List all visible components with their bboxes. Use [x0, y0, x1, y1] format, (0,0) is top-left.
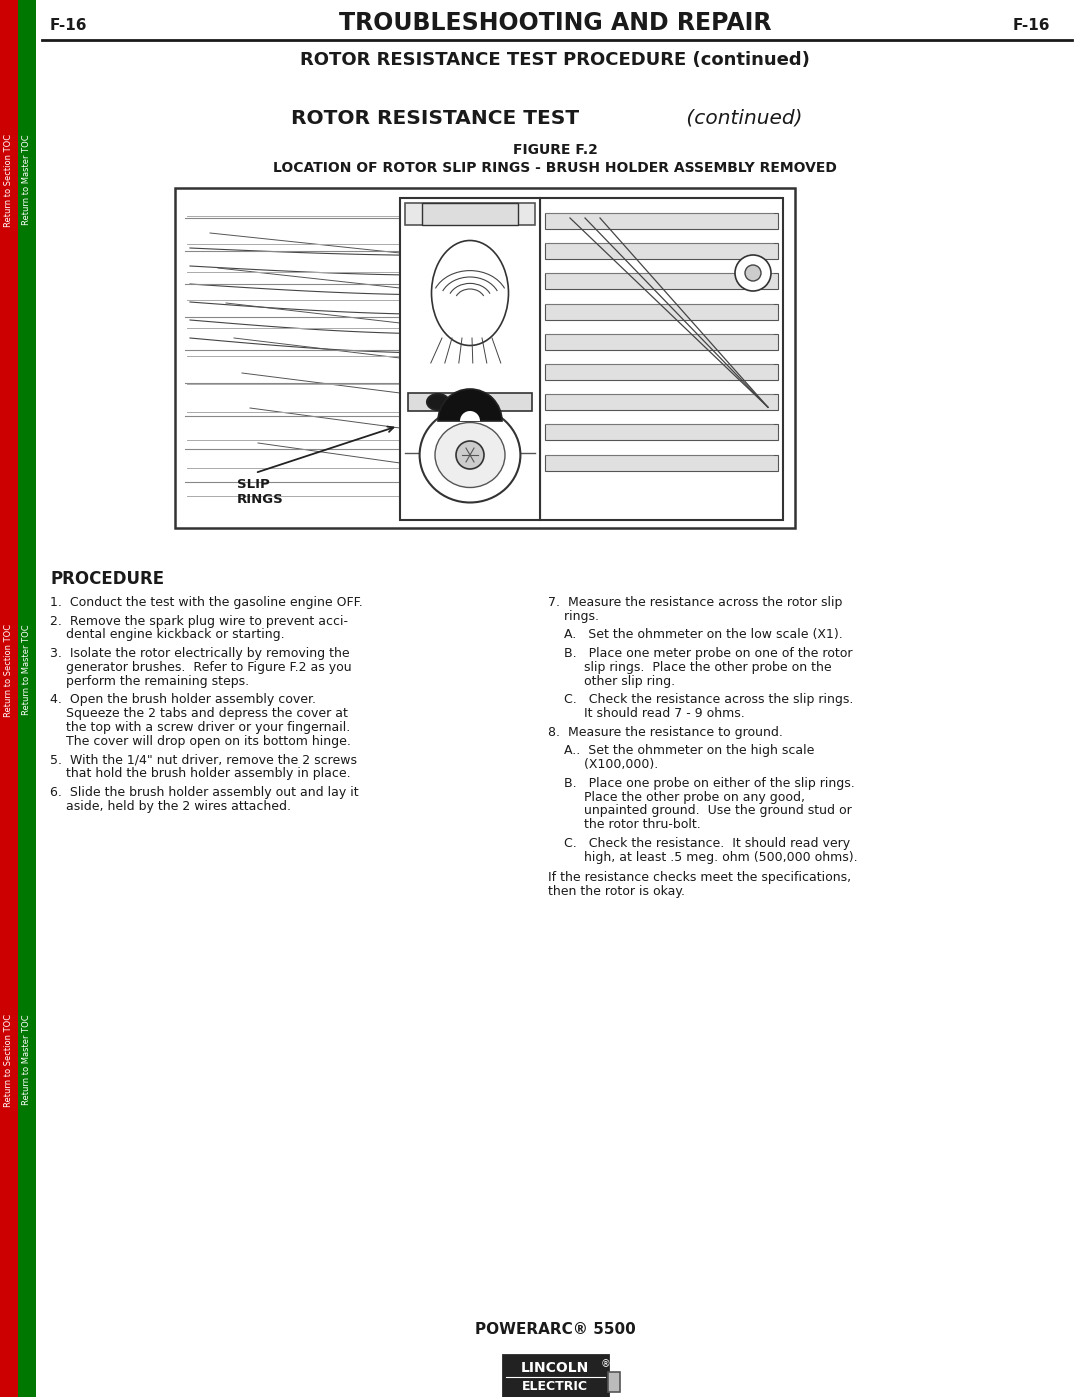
Text: aside, held by the 2 wires attached.: aside, held by the 2 wires attached.: [50, 799, 291, 813]
Bar: [18, 0, 36, 1397]
Text: ROTOR RESISTANCE TEST PROCEDURE (continued): ROTOR RESISTANCE TEST PROCEDURE (continu…: [300, 52, 810, 68]
Bar: [0, 0, 18, 1397]
Text: 2.  Remove the spark plug wire to prevent acci-: 2. Remove the spark plug wire to prevent…: [50, 615, 348, 627]
Text: the top with a screw driver or your fingernail.: the top with a screw driver or your fing…: [50, 721, 350, 733]
Text: that hold the brush holder assembly in place.: that hold the brush holder assembly in p…: [50, 767, 351, 780]
Text: Return to Master TOC: Return to Master TOC: [23, 624, 31, 715]
Text: Return to Master TOC: Return to Master TOC: [23, 1014, 31, 1105]
Ellipse shape: [432, 240, 509, 345]
Text: PROCEDURE: PROCEDURE: [50, 570, 164, 588]
Text: B.   Place one meter probe on one of the rotor: B. Place one meter probe on one of the r…: [548, 647, 852, 659]
Bar: [545, 212, 778, 229]
Wedge shape: [460, 411, 480, 420]
Text: 7.  Measure the resistance across the rotor slip: 7. Measure the resistance across the rot…: [548, 597, 842, 609]
Bar: [545, 243, 778, 260]
Bar: [408, 393, 532, 411]
Circle shape: [735, 256, 771, 291]
Text: POWERARC® 5500: POWERARC® 5500: [474, 1323, 635, 1337]
Bar: [545, 394, 778, 411]
Text: perform the remaining steps.: perform the remaining steps.: [50, 675, 249, 687]
Text: (continued): (continued): [680, 109, 802, 127]
Text: Place the other probe on any good,: Place the other probe on any good,: [548, 791, 805, 803]
Text: SLIP
RINGS: SLIP RINGS: [237, 478, 284, 506]
Text: FIGURE F.2: FIGURE F.2: [513, 142, 597, 156]
Bar: [545, 454, 778, 471]
Wedge shape: [438, 388, 502, 420]
Text: (X100,000).: (X100,000).: [548, 759, 658, 771]
Text: ELECTRIC: ELECTRIC: [522, 1379, 588, 1393]
Text: If the resistance checks meet the specifications,: If the resistance checks meet the specif…: [548, 872, 851, 884]
Text: rings.: rings.: [548, 610, 599, 623]
Text: It should read 7 - 9 ohms.: It should read 7 - 9 ohms.: [548, 707, 745, 719]
Text: Return to Section TOC: Return to Section TOC: [4, 1013, 14, 1106]
Bar: [545, 334, 778, 349]
Ellipse shape: [427, 394, 449, 409]
Text: F-16: F-16: [1013, 18, 1050, 32]
Bar: [175, 189, 795, 528]
Bar: [545, 425, 778, 440]
Text: the rotor thru-bolt.: the rotor thru-bolt.: [548, 819, 701, 831]
Text: Return to Master TOC: Return to Master TOC: [23, 134, 31, 225]
Bar: [545, 274, 778, 289]
Text: unpainted ground.  Use the ground stud or: unpainted ground. Use the ground stud or: [548, 805, 852, 817]
Text: 5.  With the 1/4" nut driver, remove the 2 screws: 5. With the 1/4" nut driver, remove the …: [50, 753, 357, 767]
Text: ®: ®: [600, 1359, 610, 1369]
Bar: [545, 303, 778, 320]
Text: slip rings.  Place the other probe on the: slip rings. Place the other probe on the: [548, 661, 832, 673]
Text: 1.  Conduct the test with the gasoline engine OFF.: 1. Conduct the test with the gasoline en…: [50, 597, 363, 609]
Text: other slip ring.: other slip ring.: [548, 675, 675, 687]
Text: 6.  Slide the brush holder assembly out and lay it: 6. Slide the brush holder assembly out a…: [50, 785, 359, 799]
Ellipse shape: [471, 394, 492, 409]
Text: The cover will drop open on its bottom hinge.: The cover will drop open on its bottom h…: [50, 735, 351, 747]
Bar: [405, 203, 535, 225]
Text: Return to Section TOC: Return to Section TOC: [4, 623, 14, 717]
Text: LINCOLN: LINCOLN: [521, 1361, 589, 1375]
Bar: [607, 1372, 620, 1391]
Bar: [540, 198, 783, 520]
Text: ROTOR RESISTANCE TEST: ROTOR RESISTANCE TEST: [291, 109, 579, 127]
Text: 3.  Isolate the rotor electrically by removing the: 3. Isolate the rotor electrically by rem…: [50, 647, 350, 659]
Text: dental engine kickback or starting.: dental engine kickback or starting.: [50, 629, 285, 641]
Bar: [400, 198, 540, 520]
Text: C.   Check the resistance.  It should read very: C. Check the resistance. It should read …: [548, 837, 850, 849]
Text: 8.  Measure the resistance to ground.: 8. Measure the resistance to ground.: [548, 725, 783, 739]
Text: LOCATION OF ROTOR SLIP RINGS - BRUSH HOLDER ASSEMBLY REMOVED: LOCATION OF ROTOR SLIP RINGS - BRUSH HOL…: [273, 161, 837, 175]
Bar: [502, 1355, 607, 1397]
Text: then the rotor is okay.: then the rotor is okay.: [548, 886, 685, 898]
Text: C.   Check the resistance across the slip rings.: C. Check the resistance across the slip …: [548, 693, 853, 707]
Text: Squeeze the 2 tabs and depress the cover at: Squeeze the 2 tabs and depress the cover…: [50, 707, 348, 719]
Ellipse shape: [420, 408, 521, 503]
Text: Return to Section TOC: Return to Section TOC: [4, 134, 14, 226]
Circle shape: [745, 265, 761, 281]
Text: TROUBLESHOOTING AND REPAIR: TROUBLESHOOTING AND REPAIR: [339, 11, 771, 35]
Bar: [545, 365, 778, 380]
Text: generator brushes.  Refer to Figure F.2 as you: generator brushes. Refer to Figure F.2 a…: [50, 661, 352, 673]
Text: B.   Place one probe on either of the slip rings.: B. Place one probe on either of the slip…: [548, 777, 854, 789]
Text: F-16: F-16: [50, 18, 87, 32]
Bar: [422, 203, 518, 225]
Circle shape: [456, 441, 484, 469]
Text: high, at least .5 meg. ohm (500,000 ohms).: high, at least .5 meg. ohm (500,000 ohms…: [548, 851, 858, 863]
Ellipse shape: [435, 422, 505, 488]
Text: 4.  Open the brush holder assembly cover.: 4. Open the brush holder assembly cover.: [50, 693, 316, 707]
Text: A.   Set the ohmmeter on the low scale (X1).: A. Set the ohmmeter on the low scale (X1…: [548, 629, 842, 641]
Text: A..  Set the ohmmeter on the high scale: A.. Set the ohmmeter on the high scale: [548, 745, 814, 757]
